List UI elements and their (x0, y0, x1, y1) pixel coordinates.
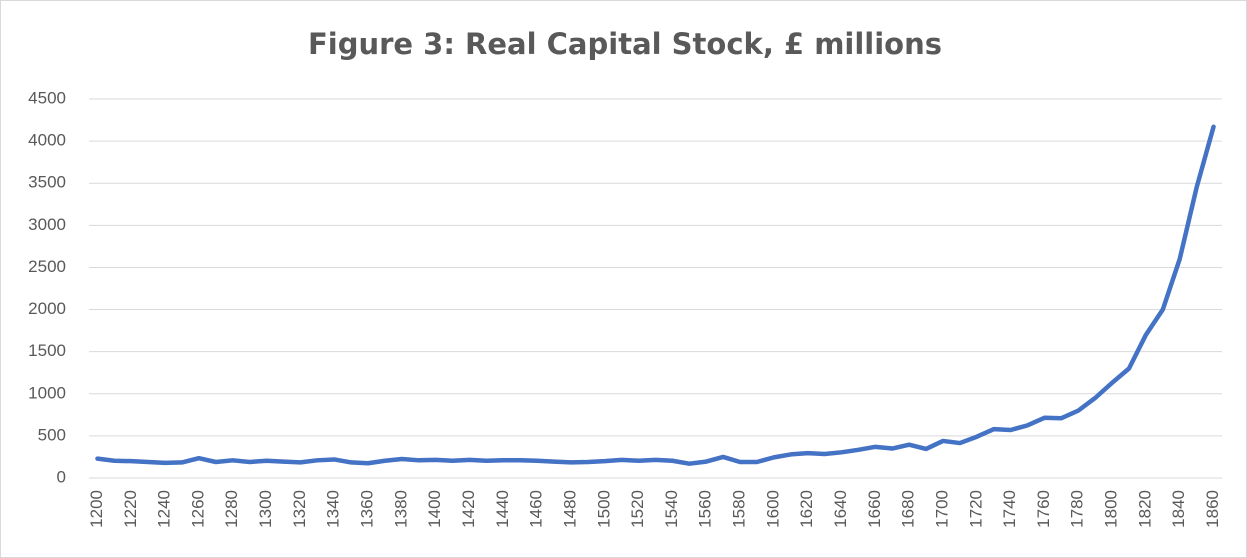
x-tick-label: 1460 (527, 490, 546, 528)
x-tick-label: 1260 (188, 490, 207, 528)
x-tick-label: 1380 (391, 490, 410, 528)
x-tick-label: 1860 (1203, 490, 1222, 528)
x-tick-label: 1600 (763, 490, 782, 528)
x-tick-label: 1360 (358, 490, 377, 528)
x-tick-label: 1220 (121, 490, 140, 528)
x-tick-label: 1720 (966, 490, 985, 528)
x-tick-label: 1540 (662, 490, 681, 528)
x-tick-label: 1560 (696, 490, 715, 528)
x-tick-label: 1300 (256, 490, 275, 528)
y-tick-label: 2500 (28, 257, 66, 276)
x-tick-label: 1280 (222, 490, 241, 528)
x-tick-label: 1800 (1102, 490, 1121, 528)
x-tick-label: 1580 (730, 490, 749, 528)
x-tick-label: 1700 (932, 490, 951, 528)
y-tick-label: 0 (57, 467, 66, 486)
x-tick-label: 1660 (865, 490, 884, 528)
y-tick-label: 4000 (28, 131, 66, 150)
y-tick-label: 500 (38, 425, 66, 444)
chart-title: Figure 3: Real Capital Stock, £ millions (308, 27, 942, 61)
y-tick-label: 3000 (28, 215, 66, 234)
x-tick-label: 1740 (1000, 490, 1019, 528)
x-tick-label: 1820 (1135, 490, 1154, 528)
x-tick-label: 1320 (290, 490, 309, 528)
y-tick-label: 1000 (28, 383, 66, 402)
x-tick-label: 1340 (324, 490, 343, 528)
x-tick-label: 1240 (155, 490, 174, 528)
y-tick-label: 3500 (28, 173, 66, 192)
x-tick-label: 1840 (1169, 490, 1188, 528)
x-tick-label: 1480 (560, 490, 579, 528)
x-tick-label: 1520 (628, 490, 647, 528)
y-tick-label: 1500 (28, 341, 66, 360)
x-tick-label: 1680 (899, 490, 918, 528)
x-tick-label: 1780 (1068, 490, 1087, 528)
y-tick-label: 4500 (28, 88, 66, 107)
x-tick-label: 1440 (493, 490, 512, 528)
x-tick-label: 1760 (1034, 490, 1053, 528)
data-line (95, 124, 1216, 466)
x-tick-label: 1200 (87, 490, 106, 528)
x-tick-label: 1640 (831, 490, 850, 528)
x-tick-label: 1420 (459, 490, 478, 528)
y-tick-label: 2000 (28, 299, 66, 318)
x-tick-label: 1620 (797, 490, 816, 528)
x-tick-label: 1500 (594, 490, 613, 528)
x-tick-label: 1400 (425, 490, 444, 528)
